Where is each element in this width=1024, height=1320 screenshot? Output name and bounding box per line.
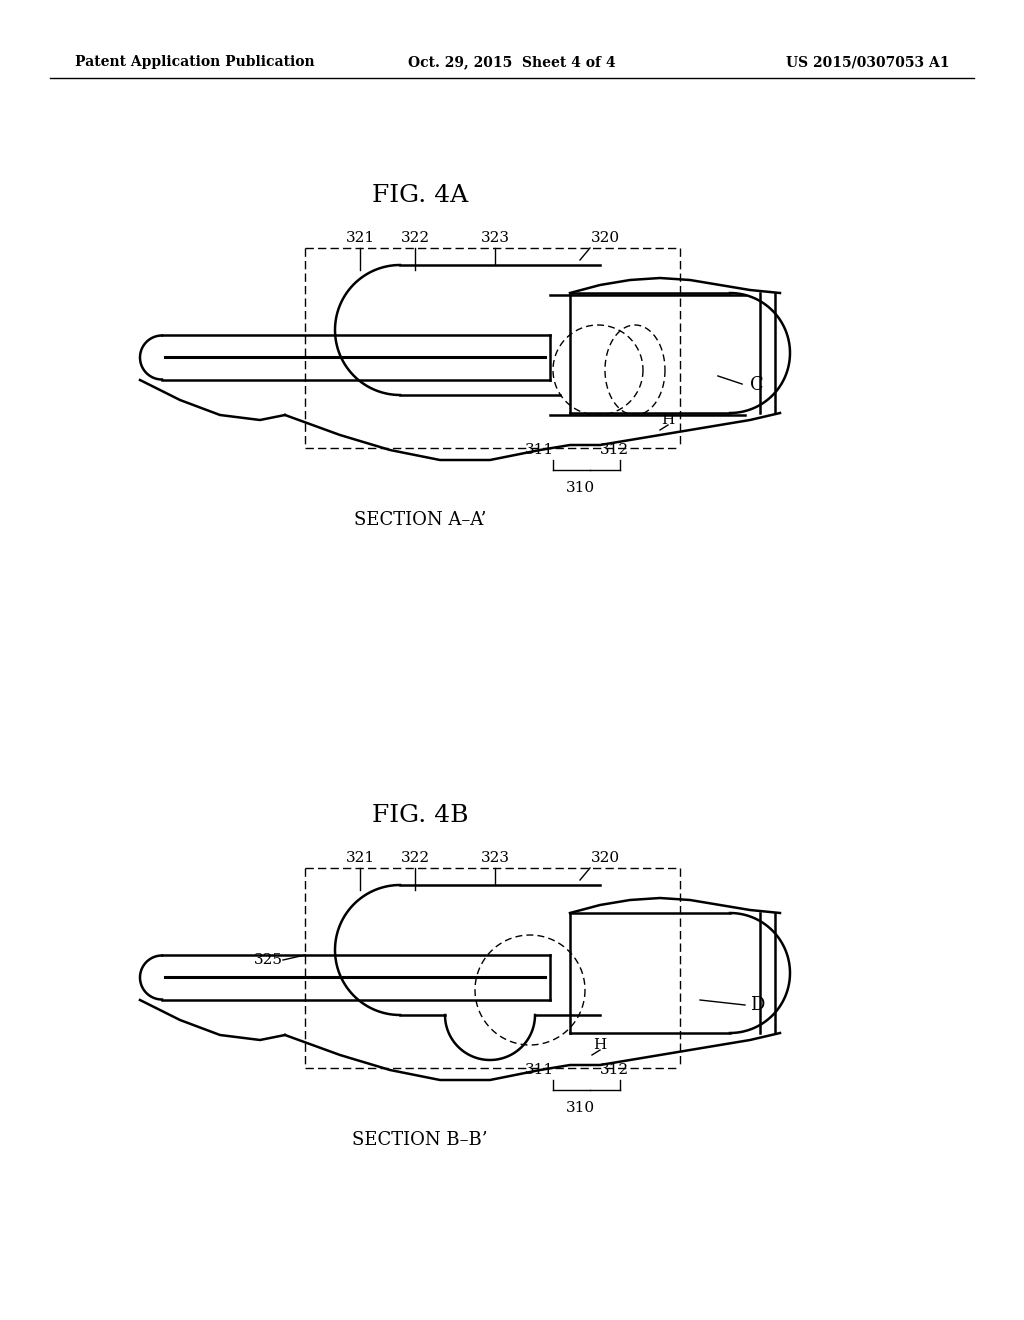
Text: 321: 321 — [345, 231, 375, 246]
Text: SECTION A–A’: SECTION A–A’ — [353, 511, 486, 529]
Text: FIG. 4B: FIG. 4B — [372, 804, 468, 826]
Text: 322: 322 — [400, 851, 429, 865]
Text: FIG. 4A: FIG. 4A — [372, 183, 468, 206]
Text: 311: 311 — [524, 1063, 554, 1077]
Text: D: D — [750, 997, 764, 1014]
Text: 322: 322 — [400, 231, 429, 246]
Text: 312: 312 — [599, 1063, 629, 1077]
Text: 310: 310 — [565, 1101, 595, 1115]
Text: H: H — [662, 413, 675, 426]
Text: 312: 312 — [599, 444, 629, 457]
Text: 323: 323 — [480, 851, 510, 865]
Text: Oct. 29, 2015  Sheet 4 of 4: Oct. 29, 2015 Sheet 4 of 4 — [409, 55, 615, 69]
Text: SECTION B–B’: SECTION B–B’ — [352, 1131, 487, 1148]
Text: 311: 311 — [524, 444, 554, 457]
Text: 310: 310 — [565, 480, 595, 495]
Text: 320: 320 — [591, 231, 620, 246]
Text: 323: 323 — [480, 231, 510, 246]
Text: H: H — [593, 1038, 606, 1052]
Text: 321: 321 — [345, 851, 375, 865]
Text: 320: 320 — [591, 851, 620, 865]
Text: Patent Application Publication: Patent Application Publication — [75, 55, 314, 69]
Text: C: C — [750, 376, 764, 393]
Text: 325: 325 — [254, 953, 283, 968]
Text: US 2015/0307053 A1: US 2015/0307053 A1 — [786, 55, 950, 69]
